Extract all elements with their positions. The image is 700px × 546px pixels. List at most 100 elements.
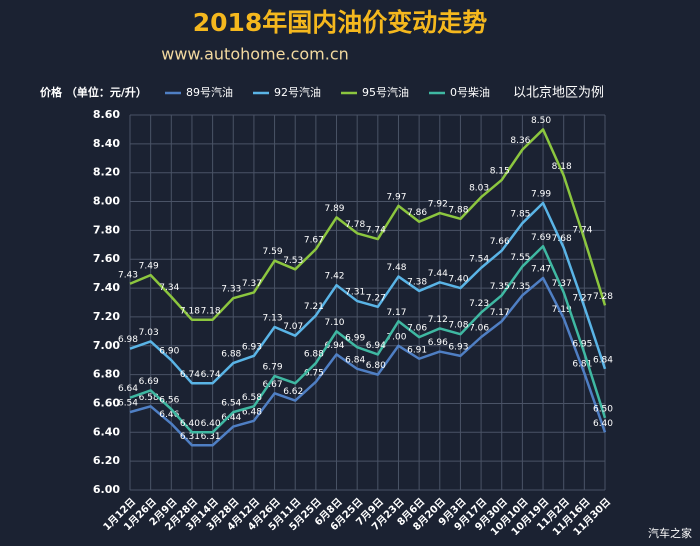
data-label: 6.44 bbox=[221, 413, 241, 423]
data-label: 7.06 bbox=[469, 324, 489, 334]
y-tick-label: 8.60 bbox=[93, 108, 120, 121]
y-tick-label: 7.80 bbox=[93, 223, 120, 236]
data-label: 7.89 bbox=[324, 204, 344, 214]
data-label: 7.07 bbox=[283, 322, 303, 332]
data-label: 8.50 bbox=[531, 116, 551, 126]
data-label: 6.74 bbox=[201, 370, 221, 380]
data-label: 7.92 bbox=[428, 200, 448, 210]
data-label: 7.74 bbox=[366, 226, 386, 236]
data-label: 7.53 bbox=[283, 256, 303, 266]
data-label: 7.23 bbox=[469, 299, 489, 309]
series-line bbox=[129, 276, 607, 447]
data-label: 7.03 bbox=[139, 328, 159, 338]
data-label: 6.58 bbox=[242, 393, 262, 403]
data-label: 7.44 bbox=[428, 269, 448, 279]
data-label: 6.54 bbox=[118, 399, 138, 409]
data-label: 6.98 bbox=[118, 335, 138, 345]
note: 以北京地区为例 bbox=[513, 86, 604, 101]
data-label: 7.38 bbox=[407, 277, 427, 287]
data-label: 6.88 bbox=[304, 350, 324, 360]
data-label: 7.55 bbox=[510, 253, 530, 263]
data-label: 7.31 bbox=[345, 288, 365, 298]
data-label: 7.54 bbox=[469, 254, 489, 264]
data-label: 6.69 bbox=[139, 377, 159, 387]
y-tick-label: 7.40 bbox=[93, 281, 120, 294]
series-line bbox=[129, 245, 607, 434]
y-axis-label: 价格 （单位：元/升） bbox=[40, 85, 147, 99]
data-label: 8.36 bbox=[510, 136, 530, 146]
data-label: 6.90 bbox=[159, 347, 179, 357]
data-label: 7.34 bbox=[159, 283, 179, 293]
legend-label: 92号汽油 bbox=[274, 85, 321, 99]
data-label: 6.74 bbox=[180, 370, 200, 380]
data-label: 7.67 bbox=[304, 236, 324, 246]
data-label: 6.96 bbox=[428, 338, 448, 348]
data-label: 6.79 bbox=[263, 363, 283, 373]
data-label: 7.37 bbox=[242, 279, 262, 289]
data-label: 7.10 bbox=[324, 318, 344, 328]
data-label: 7.66 bbox=[490, 237, 510, 247]
y-tick-label: 6.60 bbox=[93, 396, 120, 409]
data-label: 6.81 bbox=[572, 360, 592, 370]
subtitle: www.autohome.com.cn bbox=[161, 45, 349, 64]
data-label: 6.99 bbox=[345, 334, 365, 344]
data-label: 6.40 bbox=[201, 419, 221, 429]
data-label: 6.31 bbox=[201, 432, 221, 442]
legend-label: 89号汽油 bbox=[186, 85, 233, 99]
data-label: 7.33 bbox=[221, 285, 241, 295]
data-label: 6.94 bbox=[366, 341, 386, 351]
data-label: 7.18 bbox=[201, 306, 221, 316]
watermark: 汽车之家 bbox=[648, 526, 692, 540]
y-tick-label: 8.20 bbox=[93, 166, 120, 179]
data-label: 7.27 bbox=[366, 293, 386, 303]
data-label: 7.42 bbox=[324, 272, 344, 282]
data-label: 7.21 bbox=[304, 302, 324, 312]
data-label: 7.06 bbox=[407, 324, 427, 334]
data-label: 6.95 bbox=[572, 339, 592, 349]
data-label: 7.28 bbox=[593, 292, 613, 302]
data-label: 7.85 bbox=[510, 210, 530, 220]
data-label: 8.03 bbox=[469, 184, 489, 194]
series-line bbox=[129, 201, 607, 385]
data-label: 7.17 bbox=[386, 308, 406, 318]
data-label: 6.48 bbox=[242, 407, 262, 417]
data-label: 7.19 bbox=[552, 305, 572, 315]
data-label: 6.94 bbox=[324, 341, 344, 351]
data-label: 6.40 bbox=[593, 419, 613, 429]
y-tick-label: 7.00 bbox=[93, 339, 120, 352]
data-label: 7.88 bbox=[448, 205, 468, 215]
series-line bbox=[129, 128, 607, 322]
data-label: 6.93 bbox=[448, 342, 468, 352]
legend-label: 95号汽油 bbox=[362, 85, 409, 99]
data-label: 6.40 bbox=[180, 419, 200, 429]
data-label: 6.54 bbox=[221, 399, 241, 409]
data-label: 7.12 bbox=[428, 315, 448, 325]
y-tick-label: 7.20 bbox=[93, 310, 120, 323]
y-tick-label: 8.40 bbox=[93, 137, 120, 150]
data-label: 7.00 bbox=[386, 332, 406, 342]
data-label: 7.35 bbox=[490, 282, 510, 292]
data-label: 7.99 bbox=[531, 189, 551, 199]
data-label: 7.48 bbox=[386, 263, 406, 273]
data-label: 6.58 bbox=[139, 393, 159, 403]
data-label: 7.49 bbox=[139, 262, 159, 272]
data-label: 7.08 bbox=[448, 321, 468, 331]
data-label: 6.93 bbox=[242, 342, 262, 352]
data-label: 6.62 bbox=[283, 387, 303, 397]
y-tick-label: 7.60 bbox=[93, 252, 120, 265]
data-label: 6.84 bbox=[593, 355, 613, 365]
data-label: 7.74 bbox=[572, 226, 592, 236]
data-label: 7.47 bbox=[531, 264, 551, 274]
data-label: 6.75 bbox=[304, 368, 324, 378]
data-label: 8.18 bbox=[552, 162, 572, 172]
data-label: 7.59 bbox=[263, 247, 283, 257]
data-label: 8.15 bbox=[490, 166, 510, 176]
data-label: 6.64 bbox=[118, 384, 138, 394]
data-label: 6.84 bbox=[345, 355, 365, 365]
data-label: 7.37 bbox=[552, 279, 572, 289]
data-label: 7.68 bbox=[552, 234, 572, 244]
data-label: 7.69 bbox=[531, 233, 551, 243]
data-label: 7.17 bbox=[490, 308, 510, 318]
data-label: 7.13 bbox=[263, 314, 283, 324]
data-label: 7.97 bbox=[386, 192, 406, 202]
